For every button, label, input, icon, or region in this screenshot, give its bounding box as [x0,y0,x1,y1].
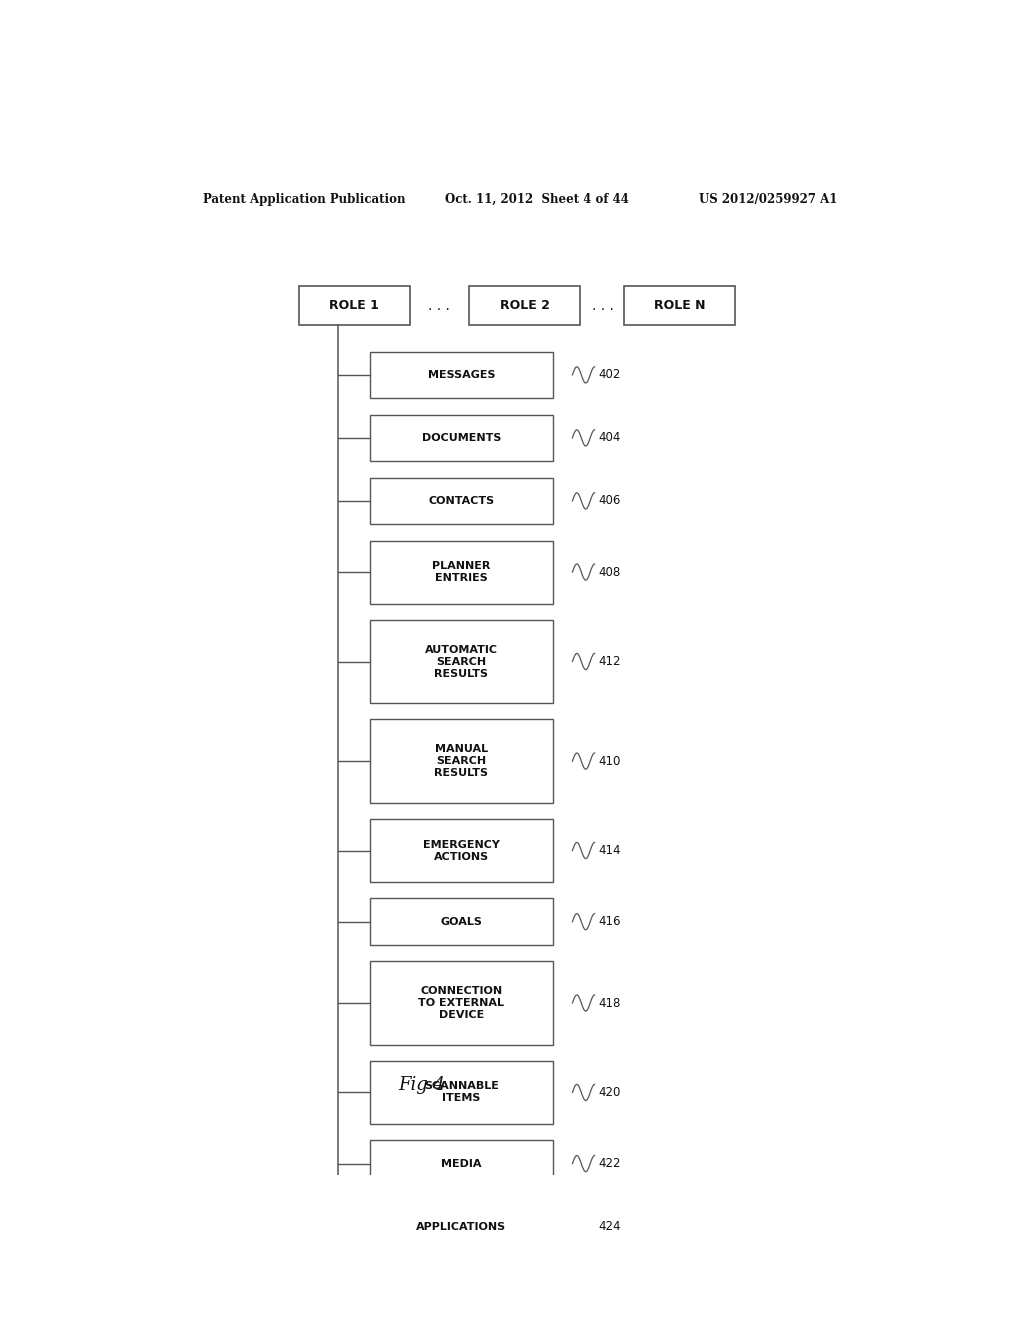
FancyBboxPatch shape [370,541,553,603]
Text: MANUAL
SEARCH
RESULTS: MANUAL SEARCH RESULTS [434,744,488,777]
Text: MEDIA: MEDIA [441,1159,481,1168]
Text: GOALS: GOALS [440,916,482,927]
Text: 424: 424 [599,1220,622,1233]
Text: ROLE 1: ROLE 1 [330,300,379,313]
FancyBboxPatch shape [370,1140,553,1187]
Text: CONTACTS: CONTACTS [428,496,495,506]
Text: 402: 402 [599,368,621,381]
Text: Oct. 11, 2012  Sheet 4 of 44: Oct. 11, 2012 Sheet 4 of 44 [445,193,630,206]
Text: AUTOMATIC
SEARCH
RESULTS: AUTOMATIC SEARCH RESULTS [425,644,498,678]
FancyBboxPatch shape [370,818,553,882]
Text: ROLE 2: ROLE 2 [500,300,550,313]
Text: 406: 406 [599,495,621,507]
FancyBboxPatch shape [370,1204,553,1250]
Text: 422: 422 [599,1158,622,1170]
Text: 414: 414 [599,843,622,857]
Text: . . .: . . . [592,298,613,313]
Text: 408: 408 [599,565,621,578]
Text: 420: 420 [599,1086,621,1100]
Text: EMERGENCY
ACTIONS: EMERGENCY ACTIONS [423,840,500,862]
Text: 404: 404 [599,432,621,445]
Text: SCANNABLE
ITEMS: SCANNABLE ITEMS [424,1081,499,1104]
FancyBboxPatch shape [299,286,410,325]
Text: 412: 412 [599,655,622,668]
Text: DOCUMENTS: DOCUMENTS [422,433,501,444]
FancyBboxPatch shape [370,414,553,461]
Text: 418: 418 [599,997,621,1010]
FancyBboxPatch shape [370,478,553,524]
FancyBboxPatch shape [370,961,553,1044]
Text: PLANNER
ENTRIES: PLANNER ENTRIES [432,561,490,583]
FancyBboxPatch shape [624,286,735,325]
Text: ROLE N: ROLE N [653,300,706,313]
Text: . . .: . . . [428,298,450,313]
Text: US 2012/0259927 A1: US 2012/0259927 A1 [699,193,838,206]
FancyBboxPatch shape [370,719,553,803]
FancyBboxPatch shape [370,899,553,945]
Text: Fig 4: Fig 4 [398,1076,445,1094]
Text: Patent Application Publication: Patent Application Publication [204,193,406,206]
FancyBboxPatch shape [370,620,553,704]
Text: CONNECTION
TO EXTERNAL
DEVICE: CONNECTION TO EXTERNAL DEVICE [419,986,504,1020]
FancyBboxPatch shape [469,286,581,325]
Text: APPLICATIONS: APPLICATIONS [416,1221,507,1232]
Text: 416: 416 [599,915,622,928]
FancyBboxPatch shape [370,1061,553,1125]
FancyBboxPatch shape [370,351,553,399]
Text: 410: 410 [599,755,621,768]
Text: MESSAGES: MESSAGES [428,370,495,380]
